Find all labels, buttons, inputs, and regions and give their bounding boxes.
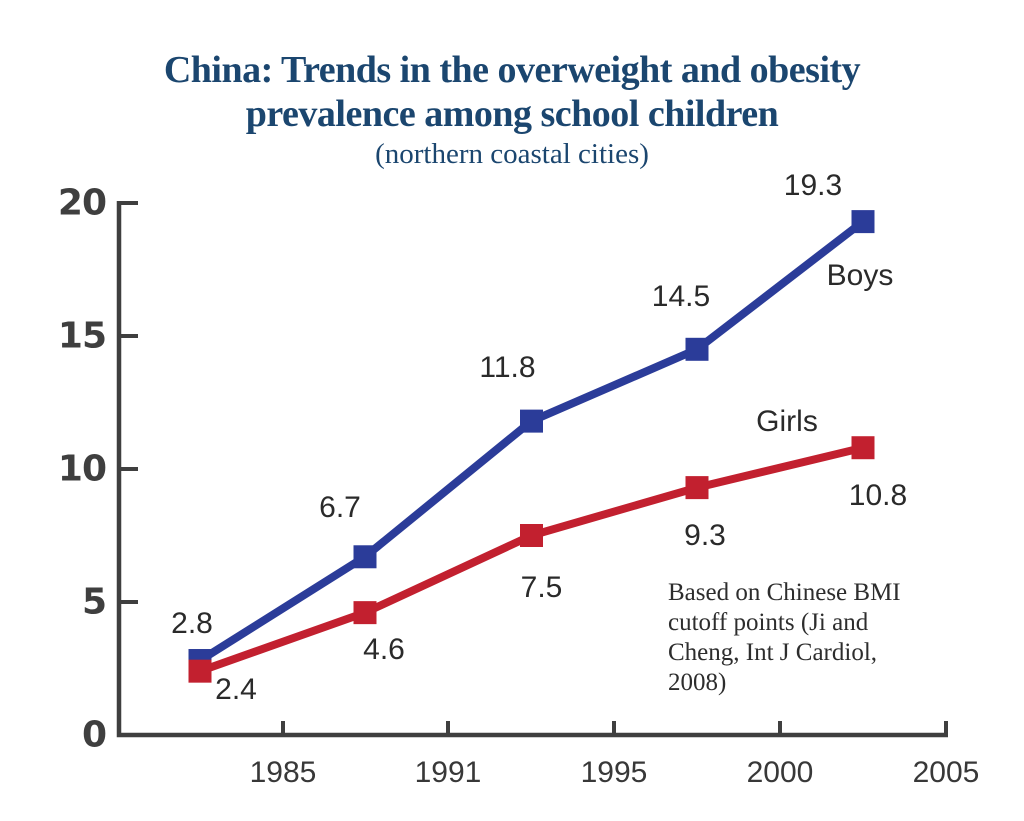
x-axis-label: 2005 xyxy=(912,756,980,789)
data-point-marker-boys xyxy=(685,337,709,361)
chart-title-block: China: Trends in the overweight and obes… xyxy=(0,48,1024,172)
data-point-marker-girls xyxy=(520,524,543,547)
annotation-line: 2008) xyxy=(668,669,727,696)
data-point-label: 2.8 xyxy=(171,606,213,640)
series-label-boys: Boys xyxy=(826,259,894,292)
data-point-label: 14.5 xyxy=(651,280,711,314)
data-point-label: 4.6 xyxy=(363,632,405,666)
data-point-marker-girls xyxy=(188,659,212,683)
data-point-label: 9.3 xyxy=(684,518,726,552)
annotation-line: cutoff points (Ji and xyxy=(668,609,869,636)
data-point-marker-boys xyxy=(353,545,377,569)
chart-title-line2: prevalence among school children xyxy=(245,93,779,135)
y-axis-label: 20 xyxy=(57,182,107,224)
x-axis-label: 1991 xyxy=(414,756,482,789)
axis-lines xyxy=(116,201,948,738)
source-annotation: Based on Chinese BMI cutoff points (Ji a… xyxy=(668,578,901,698)
chart-subtitle: (northern coastal cities) xyxy=(375,138,649,170)
data-point-label: 6.7 xyxy=(319,490,361,524)
data-point-marker-boys xyxy=(851,210,875,234)
data-point-label: 19.3 xyxy=(783,168,843,202)
data-point-label: 11.8 xyxy=(479,351,536,385)
x-axis-label: 1995 xyxy=(580,756,648,789)
y-axis-label: 5 xyxy=(81,581,107,623)
y-axis-label: 15 xyxy=(57,315,107,357)
annotation-line: Cheng, Int J Cardiol, xyxy=(668,639,878,666)
x-axis-label: 1985 xyxy=(249,756,317,789)
data-point-marker-boys xyxy=(520,409,543,433)
data-point-marker-girls xyxy=(685,476,709,500)
data-point-label: 7.5 xyxy=(520,570,563,604)
y-axis-label: 0 xyxy=(81,714,107,756)
data-point-marker-girls xyxy=(353,601,377,625)
y-axis-label: 10 xyxy=(57,448,107,490)
data-point-marker-girls xyxy=(851,436,875,460)
chart-title-line1: China: Trends in the overweight and obes… xyxy=(163,49,861,91)
x-axis-label: 2000 xyxy=(746,756,814,789)
data-point-label: 2.4 xyxy=(215,673,257,707)
series-label-girls: Girls xyxy=(756,405,818,438)
annotation-line: Based on Chinese BMI xyxy=(668,579,901,606)
data-point-label: 10.8 xyxy=(848,478,908,512)
